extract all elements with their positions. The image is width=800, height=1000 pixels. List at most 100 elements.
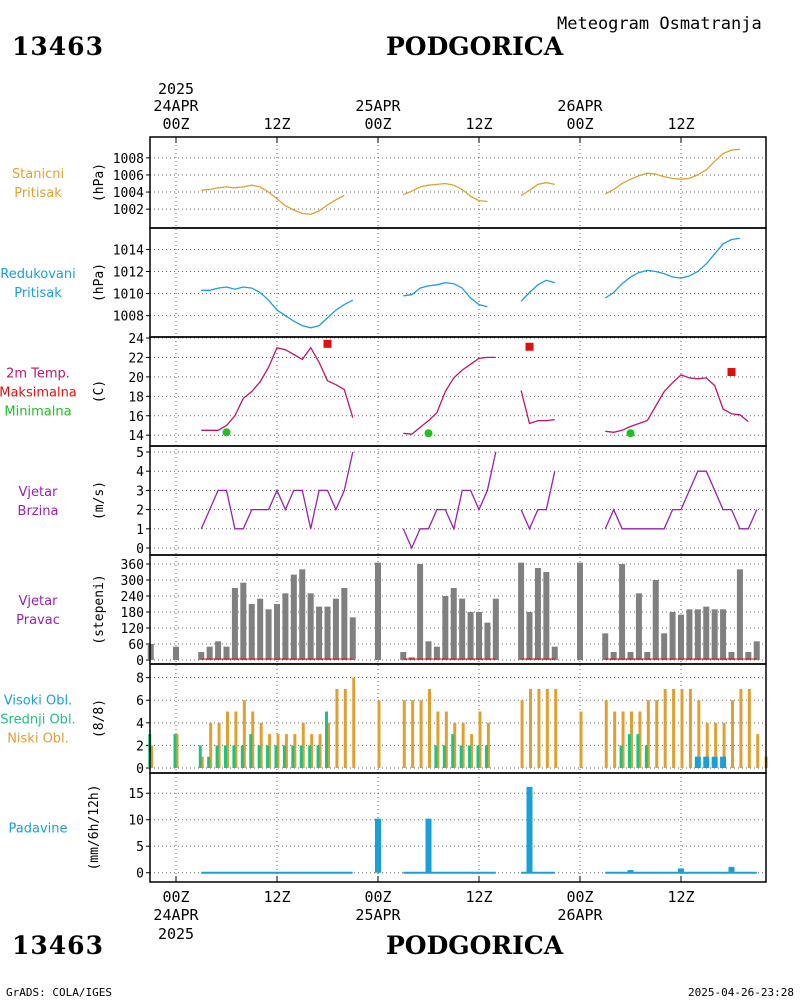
- bar: [728, 866, 735, 873]
- y-tick-label: 6: [136, 694, 144, 709]
- y-axis-label: (mm/6h/12h): [87, 784, 102, 870]
- mid-cloud-bar: [232, 745, 236, 768]
- low-cloud-bar: [478, 711, 482, 768]
- series-line: [520, 471, 556, 531]
- bar: [526, 612, 533, 660]
- year-label-top: 2025: [158, 80, 194, 98]
- y-tick-label: 1008: [113, 152, 144, 167]
- time-tick-label-bottom: 12Z: [667, 888, 694, 906]
- time-tick-label-top: 00Z: [162, 115, 189, 133]
- mid-cloud-bar: [484, 745, 488, 768]
- bar: [240, 582, 247, 660]
- date-label-top: 25APR: [355, 97, 401, 115]
- y-axis-label: (hPa): [92, 163, 107, 202]
- low-cloud-bar: [672, 688, 676, 768]
- panel-label: Niski Obl.: [7, 732, 69, 747]
- low-cloud-bar: [705, 722, 709, 768]
- panel-6: 0 2 4 6 8 (8/8) Visoki Obl. Srednji Obl. Niski O…: [0, 663, 768, 777]
- panel-label: Brzina: [18, 504, 59, 519]
- y-tick-label: 1004: [113, 186, 144, 201]
- station-name-bottom: PODGORICA: [386, 931, 564, 960]
- bar: [661, 633, 668, 660]
- time-tick-label-top: 12Z: [465, 115, 492, 133]
- bar: [274, 604, 280, 660]
- y-tick-label: 1014: [113, 243, 144, 258]
- low-cloud-bar: [663, 688, 667, 768]
- low-cloud-bar: [722, 722, 726, 768]
- low-cloud-bar: [545, 688, 549, 768]
- bar: [694, 609, 701, 660]
- panel-3: 14 16 18 20 22 24 (C) 2m Temp. Maksimalna Minimal…: [0, 332, 767, 447]
- high-cloud-bar: [711, 756, 718, 768]
- y-tick-label: 4: [136, 465, 144, 480]
- bar: [173, 646, 179, 660]
- low-cloud-bar: [234, 711, 238, 768]
- low-cloud-bar: [242, 700, 246, 768]
- panel-frame: [149, 772, 767, 883]
- series-line: [604, 470, 758, 530]
- mid-cloud-bar: [316, 745, 320, 768]
- bar: [678, 868, 684, 873]
- panel-label: Pritisak: [14, 286, 62, 301]
- series-line: [201, 286, 354, 329]
- panel-label: Minimalna: [4, 405, 71, 420]
- low-cloud-bar: [444, 711, 448, 768]
- low-cloud-bar: [747, 688, 751, 768]
- series-line: [604, 237, 740, 299]
- max-temp-marker: [727, 368, 736, 377]
- series-line: [403, 182, 488, 203]
- bar: [492, 598, 499, 660]
- bar: [619, 564, 626, 660]
- panel-1: 1002 1004 1006 1008 (hPa) Stanicni Pritisak: [12, 136, 767, 229]
- low-cloud-bar: [301, 722, 305, 768]
- y-axis-label: (hPa): [92, 263, 107, 302]
- low-cloud-bar: [428, 688, 431, 768]
- bar: [417, 564, 424, 660]
- y-tick-label: 4: [136, 717, 144, 732]
- panel-7: 0 5 10 15 (mm/6h/12h) Padavine: [9, 772, 767, 883]
- year-label-bottom: 2025: [158, 925, 194, 943]
- low-cloud-bar: [537, 688, 541, 768]
- mid-cloud-bar: [434, 745, 438, 768]
- y-tick-label: 1010: [113, 288, 144, 303]
- mid-cloud-bar: [299, 745, 303, 768]
- mid-cloud-bar: [308, 745, 312, 768]
- low-cloud-bar: [613, 711, 617, 768]
- time-tick-label-bottom: 00Z: [566, 888, 593, 906]
- low-cloud-bar: [520, 700, 524, 768]
- bar: [745, 652, 752, 660]
- low-cloud-bar: [655, 700, 659, 768]
- bar: [341, 588, 348, 660]
- y-axis-label: (m/s): [92, 481, 107, 520]
- low-cloud-bar: [226, 711, 229, 768]
- low-cloud-bar: [284, 734, 288, 768]
- y-tick-label: 18: [128, 390, 144, 405]
- panel-2: 1008 1010 1012 1014 (hPa) Redukovani Pritisak: [0, 227, 767, 338]
- bar: [669, 612, 676, 660]
- bar: [332, 598, 339, 660]
- bar: [644, 652, 651, 660]
- bar: [265, 609, 272, 660]
- panel-label: Vjetar: [19, 485, 59, 500]
- max-temp-marker: [323, 339, 332, 348]
- low-cloud-bar: [756, 734, 760, 768]
- high-cloud-bar: [703, 756, 710, 768]
- panel-4: 0 1 2 3 4 5 (m/s) Vjetar Brzina: [18, 445, 767, 557]
- mid-cloud-bar: [215, 745, 219, 768]
- mid-cloud-bar: [476, 745, 480, 768]
- max-temp-marker: [525, 342, 534, 351]
- series-line: [605, 148, 740, 195]
- panel-frame: [149, 227, 767, 338]
- bar: [711, 609, 718, 660]
- date-label-bottom: 26APR: [557, 906, 603, 924]
- bar: [324, 606, 331, 660]
- low-cloud-bar: [402, 700, 406, 768]
- low-cloud-bar: [739, 688, 743, 768]
- y-tick-label: 5: [136, 840, 144, 855]
- low-cloud-bar: [343, 688, 347, 768]
- panel-label: Maksimalna: [0, 386, 77, 401]
- time-tick-label-top: 00Z: [566, 115, 593, 133]
- y-tick-label: 3: [136, 484, 144, 499]
